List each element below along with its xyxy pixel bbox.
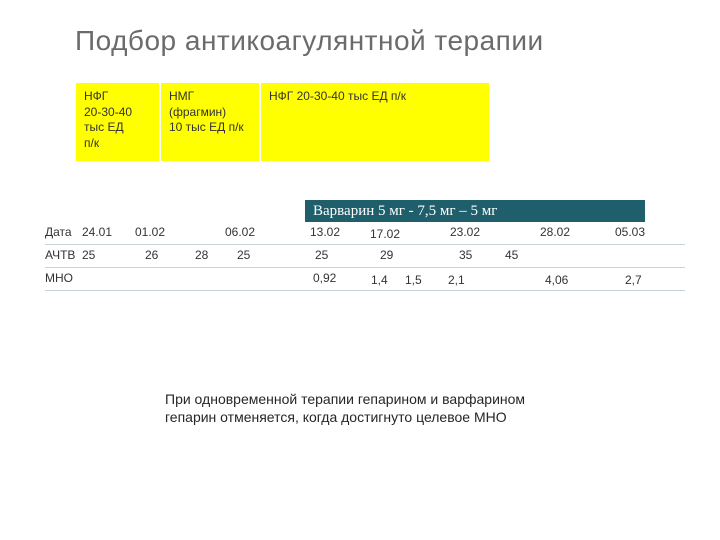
achtv-cell: 35 <box>459 248 472 262</box>
yellow-cell-nfg2: НФГ 20-30-40 тыс ЕД п/к <box>260 82 490 162</box>
achtv-cell: 25 <box>315 248 328 262</box>
achtv-cell: 26 <box>145 248 158 262</box>
row-dates: Дата 24.01 01.02 06.02 13.02 17.02 23.02… <box>45 222 685 245</box>
yellow-cell-nmg: НМГ(фрагмин)10 тыс ЕД п/к <box>160 82 260 162</box>
label-achtv: АЧТВ <box>45 248 75 262</box>
row-mno: МНО 0,92 1,4 1,5 2,1 4,06 2,7 <box>45 268 685 291</box>
mno-cell: 1,5 <box>405 273 422 287</box>
date-cell: 05.03 <box>615 225 645 239</box>
achtv-cell: 29 <box>380 248 393 262</box>
page-title: Подбор антикоагулянтной терапии <box>75 25 675 57</box>
warfarin-bar: Варварин 5 мг - 7,5 мг – 5 мг <box>305 200 645 222</box>
date-cell: 13.02 <box>310 225 340 239</box>
mno-cell: 0,92 <box>313 271 336 285</box>
label-mno: МНО <box>45 271 73 285</box>
mno-cell: 2,7 <box>625 273 642 287</box>
date-cell: 01.02 <box>135 225 165 239</box>
achtv-cell: 45 <box>505 248 518 262</box>
drug-header-row: НФГ20-30-40тыс ЕДп/к НМГ(фрагмин)10 тыс … <box>75 82 490 162</box>
yellow-cell-nfg1: НФГ20-30-40тыс ЕДп/к <box>75 82 160 162</box>
data-table: Дата 24.01 01.02 06.02 13.02 17.02 23.02… <box>45 222 685 291</box>
date-cell: 28.02 <box>540 225 570 239</box>
label-date: Дата <box>45 225 72 239</box>
footnote: При одновременной терапии гепарином и ва… <box>165 390 575 426</box>
mno-cell: 1,4 <box>371 273 388 287</box>
mno-cell: 2,1 <box>448 273 465 287</box>
date-cell: 17.02 <box>370 227 400 241</box>
date-cell: 24.01 <box>82 225 112 239</box>
achtv-cell: 25 <box>237 248 250 262</box>
mno-cell: 4,06 <box>545 273 568 287</box>
row-achtv: АЧТВ 25 26 28 25 25 29 35 45 <box>45 245 685 268</box>
date-cell: 23.02 <box>450 225 480 239</box>
date-cell: 06.02 <box>225 225 255 239</box>
achtv-cell: 28 <box>195 248 208 262</box>
achtv-cell: 25 <box>82 248 95 262</box>
